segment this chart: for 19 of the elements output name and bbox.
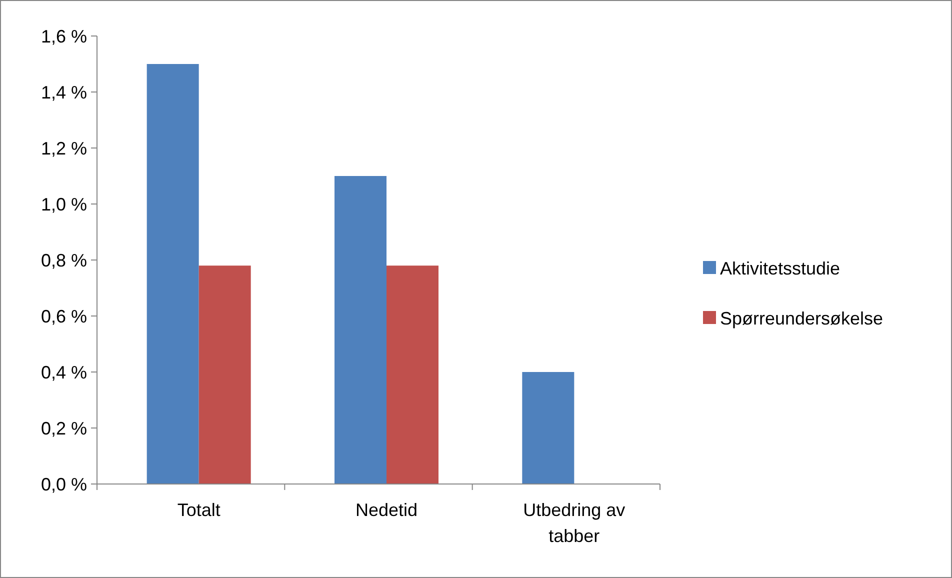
bar bbox=[522, 372, 574, 484]
y-tick-label: 1,6 % bbox=[40, 26, 87, 46]
y-tick-label: 1,2 % bbox=[40, 138, 87, 158]
x-tick-label: Nedetid bbox=[355, 500, 418, 520]
y-tick-label: 0,8 % bbox=[40, 250, 87, 270]
x-tick-label: Utbedring av tabber bbox=[523, 500, 626, 546]
y-tick-label: 0,0 % bbox=[40, 474, 87, 494]
y-tick-label: 1,4 % bbox=[40, 82, 87, 102]
y-tick-label: 0,4 % bbox=[40, 362, 87, 382]
legend-label: Spørreundersøkelse bbox=[720, 308, 884, 328]
bar bbox=[198, 266, 251, 484]
legend-label: Aktivitetsstudie bbox=[720, 258, 840, 278]
bar bbox=[334, 176, 386, 484]
y-tick-label: 0,2 % bbox=[40, 418, 87, 438]
bar bbox=[386, 266, 438, 484]
y-tick-label: 0,6 % bbox=[40, 306, 87, 326]
x-tick-label: Totalt bbox=[177, 500, 220, 520]
bar bbox=[146, 64, 199, 484]
y-tick-label: 1,0 % bbox=[40, 194, 87, 214]
